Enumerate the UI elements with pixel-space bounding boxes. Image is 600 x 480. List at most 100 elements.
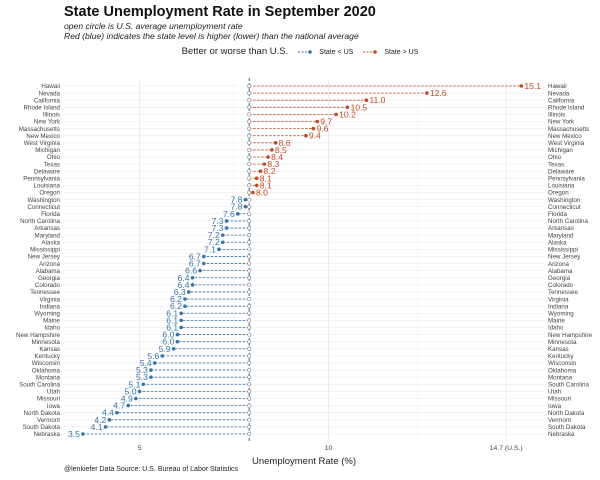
state-point (190, 275, 195, 280)
state-point (107, 417, 112, 422)
state-label-right: Montana (548, 374, 573, 381)
state-label-left: Minnesota (31, 339, 60, 346)
us-average-circle (247, 282, 252, 287)
state-label-right: Virginia (548, 296, 569, 303)
state-label-left: Maryland (35, 232, 61, 239)
state-point (175, 339, 180, 344)
state-label-left: South Carolina (19, 381, 60, 388)
state-label-left: Louisiana (34, 183, 61, 190)
state-value-label: 4.1 (91, 422, 103, 432)
state-value-label: 7.2 (208, 230, 220, 240)
us-average-circle (247, 226, 252, 231)
state-label-left: Florida (41, 211, 60, 218)
state-label-right: West Virginia (548, 140, 585, 147)
state-point (304, 133, 308, 138)
state-label-right: Idaho (548, 325, 564, 332)
state-label-left: Alaska (41, 239, 60, 246)
state-value-label: 4.9 (121, 393, 133, 403)
state-label-left: Mississippi (30, 247, 60, 254)
us-average-circle (247, 396, 252, 401)
state-point (149, 368, 153, 372)
state-label-left: Vermont (37, 417, 60, 424)
us-average-circle (247, 424, 252, 429)
state-value-label: 7.8 (230, 195, 242, 205)
state-point (334, 112, 338, 117)
us-average-circle (247, 318, 252, 323)
us-average-circle (247, 155, 252, 160)
state-label-right: Massachusetts (548, 126, 589, 133)
state-label-right: Iowa (548, 403, 562, 410)
state-label-right: Indiana (548, 303, 569, 310)
state-label-right: Wisconsin (548, 360, 577, 367)
state-point (243, 204, 248, 209)
state-value-label: 5.3 (136, 365, 148, 375)
state-label-left: North Dakota (24, 410, 61, 417)
state-value-label: 7.3 (212, 216, 224, 226)
state-label-left: Utah (47, 389, 61, 396)
state-point (315, 119, 320, 124)
state-label-right: New York (548, 119, 575, 126)
state-value-label: 12.6 (430, 88, 447, 98)
state-label-left: Indiana (40, 303, 61, 310)
state-label-right: Rhode Island (548, 105, 585, 112)
us-average-circle (247, 389, 252, 394)
state-point (179, 325, 183, 330)
state-label-right: Washington (548, 197, 581, 204)
state-label-left: Connecticut (27, 204, 60, 211)
state-value-label: 6.6 (185, 266, 197, 276)
state-label-right: Colorado (548, 282, 574, 289)
state-point (220, 240, 225, 245)
x-axis-title: Unemployment Rate (%) (252, 456, 356, 467)
legend-key-below (297, 49, 312, 54)
us-average-circle (247, 353, 252, 358)
us-average-circle (247, 268, 252, 273)
state-label-left: Washington (28, 197, 61, 204)
state-label-right: Kansas (548, 346, 569, 353)
state-value-label: 8.4 (271, 152, 283, 162)
state-label-left: Colorado (35, 282, 61, 289)
us-average-circle (247, 91, 252, 96)
x-tick-label: 14.7 (U.S.) (490, 445, 523, 452)
state-value-label: 9.7 (320, 117, 332, 127)
us-average-circle (247, 368, 252, 373)
legend-key-above (362, 49, 377, 54)
state-label-left: Maine (43, 318, 60, 325)
state-value-label: 7.8 (230, 202, 242, 212)
state-label-right: Hawaii (548, 83, 567, 90)
us-average-circle (247, 140, 252, 145)
us-average-circle (247, 304, 252, 309)
state-label-right: Arizona (548, 261, 570, 268)
state-value-label: 8.6 (279, 138, 291, 148)
state-point (134, 396, 138, 401)
legend-label-above: State > US (384, 49, 419, 56)
state-label-left: Michigan (35, 147, 60, 154)
state-label-left: Wyoming (34, 310, 60, 317)
state-point (273, 141, 278, 145)
state-point (224, 226, 229, 230)
state-value-label: 8.1 (260, 173, 272, 183)
state-value-label: 8.2 (264, 166, 276, 176)
state-label-left: Oregon (39, 190, 60, 197)
state-label-left: Idaho (45, 325, 61, 332)
us-average-circle (247, 197, 252, 202)
us-average-circle (247, 332, 252, 337)
us-average-circle (247, 261, 252, 266)
state-label-left: Montana (36, 374, 61, 381)
state-value-label: 5.3 (136, 372, 148, 382)
state-label-right: Pennsylvania (548, 176, 585, 183)
state-point (220, 233, 225, 237)
legend: Better or worse than U.S. State < US Sta… (0, 46, 600, 57)
state-point (243, 197, 248, 202)
state-label-left: Nebraska (34, 431, 61, 438)
state-label-left: Illinois (43, 112, 60, 119)
legend-label-below: State < US (319, 49, 354, 56)
us-average-circle (247, 325, 252, 330)
state-label-right: Illinois (548, 112, 565, 119)
state-value-label: 7.6 (223, 209, 235, 219)
state-point (115, 410, 119, 415)
state-label-right: Tennessee (548, 289, 578, 296)
us-average-circle (247, 346, 252, 351)
us-average-circle (247, 360, 252, 365)
state-label-left: New Mexico (26, 133, 60, 140)
